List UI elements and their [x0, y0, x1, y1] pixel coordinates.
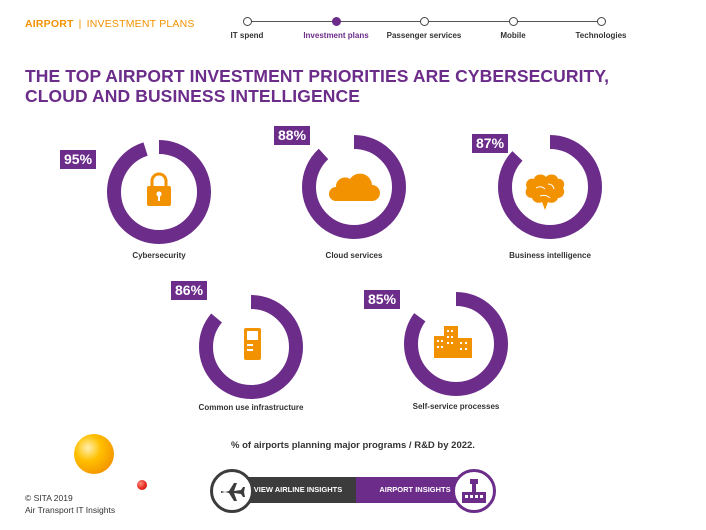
footer-copyright: © SITA 2019: [25, 493, 73, 503]
padlock-icon: [147, 172, 171, 206]
category-label-self-service-processes: Self-service processes: [412, 402, 500, 411]
airport-tower-icon: [462, 479, 486, 503]
nav-dot-mobile[interactable]: [509, 17, 518, 26]
nav-dot-technologies[interactable]: [597, 17, 606, 26]
value-label-cloud-services: 88%: [274, 126, 311, 145]
donut-arc-business-intelligence: [498, 135, 602, 239]
airport-insights-badge[interactable]: [452, 469, 496, 513]
nav-dot-it-spend[interactable]: [243, 17, 252, 26]
nav-item-technologies[interactable]: Technologies: [575, 31, 627, 40]
nav-item-passenger-services[interactable]: Passenger services: [386, 31, 462, 40]
footer-publication: Air Transport IT Insights: [25, 505, 116, 515]
insights-switch: VIEW AIRLINE INSIGHTS AIRPORT INSIGHTS: [210, 469, 496, 513]
kiosk-icon: [244, 328, 261, 360]
section-nav: IT spend Investment plans Passenger serv…: [0, 0, 706, 50]
category-label-cybersecurity: Cybersecurity: [132, 251, 186, 260]
donut-arc-self-service-processes: [404, 292, 508, 396]
page-title-line2: CLOUD AND BUSINESS INTELLIGENCE: [25, 86, 360, 106]
nav-item-mobile[interactable]: Mobile: [500, 31, 526, 40]
chart-caption: % of airports planning major programs / …: [231, 440, 475, 451]
value-label-cybersecurity: 95%: [60, 150, 97, 169]
footer: © SITA 2019 Air Transport IT Insights: [25, 492, 115, 516]
value-label-business-intelligence: 87%: [472, 134, 509, 153]
page-title: THE TOP AIRPORT INVESTMENT PRIORITIES AR…: [25, 66, 645, 106]
decorative-orange-sphere: [74, 434, 114, 474]
category-label-cloud-services: Cloud services: [325, 251, 383, 260]
donut-arc-cloud-services: [302, 135, 406, 239]
nav-dot-investment-plans[interactable]: [332, 17, 341, 26]
page-title-line1: THE TOP AIRPORT INVESTMENT PRIORITIES AR…: [25, 66, 610, 86]
donut-arc-cybersecurity: [107, 140, 211, 244]
breadcrumb-subsection[interactable]: INVESTMENT PLANS: [86, 18, 195, 30]
value-label-self-service-processes: 85%: [364, 290, 401, 309]
nav-dot-passenger-services[interactable]: [420, 17, 429, 26]
breadcrumb: AIRPORT | INVESTMENT PLANS: [25, 18, 195, 30]
cloud-icon: [329, 173, 380, 201]
nav-item-it-spend[interactable]: IT spend: [230, 31, 264, 40]
nav-item-investment-plans[interactable]: Investment plans: [303, 31, 369, 40]
airline-insights-badge[interactable]: [210, 469, 254, 513]
buildings-icon: [434, 326, 472, 358]
category-label-common-use-infrastructure: Common use infrastructure: [198, 403, 304, 412]
breadcrumb-section[interactable]: AIRPORT: [25, 18, 74, 30]
airplane-icon: [221, 483, 245, 501]
donut-arc-common-use-infrastructure: [199, 295, 303, 399]
brain-icon: [525, 174, 565, 210]
value-label-common-use-infrastructure: 86%: [171, 281, 208, 300]
category-label-business-intelligence: Business intelligence: [509, 251, 591, 260]
decorative-red-sphere: [137, 480, 147, 490]
breadcrumb-separator: |: [78, 18, 82, 30]
